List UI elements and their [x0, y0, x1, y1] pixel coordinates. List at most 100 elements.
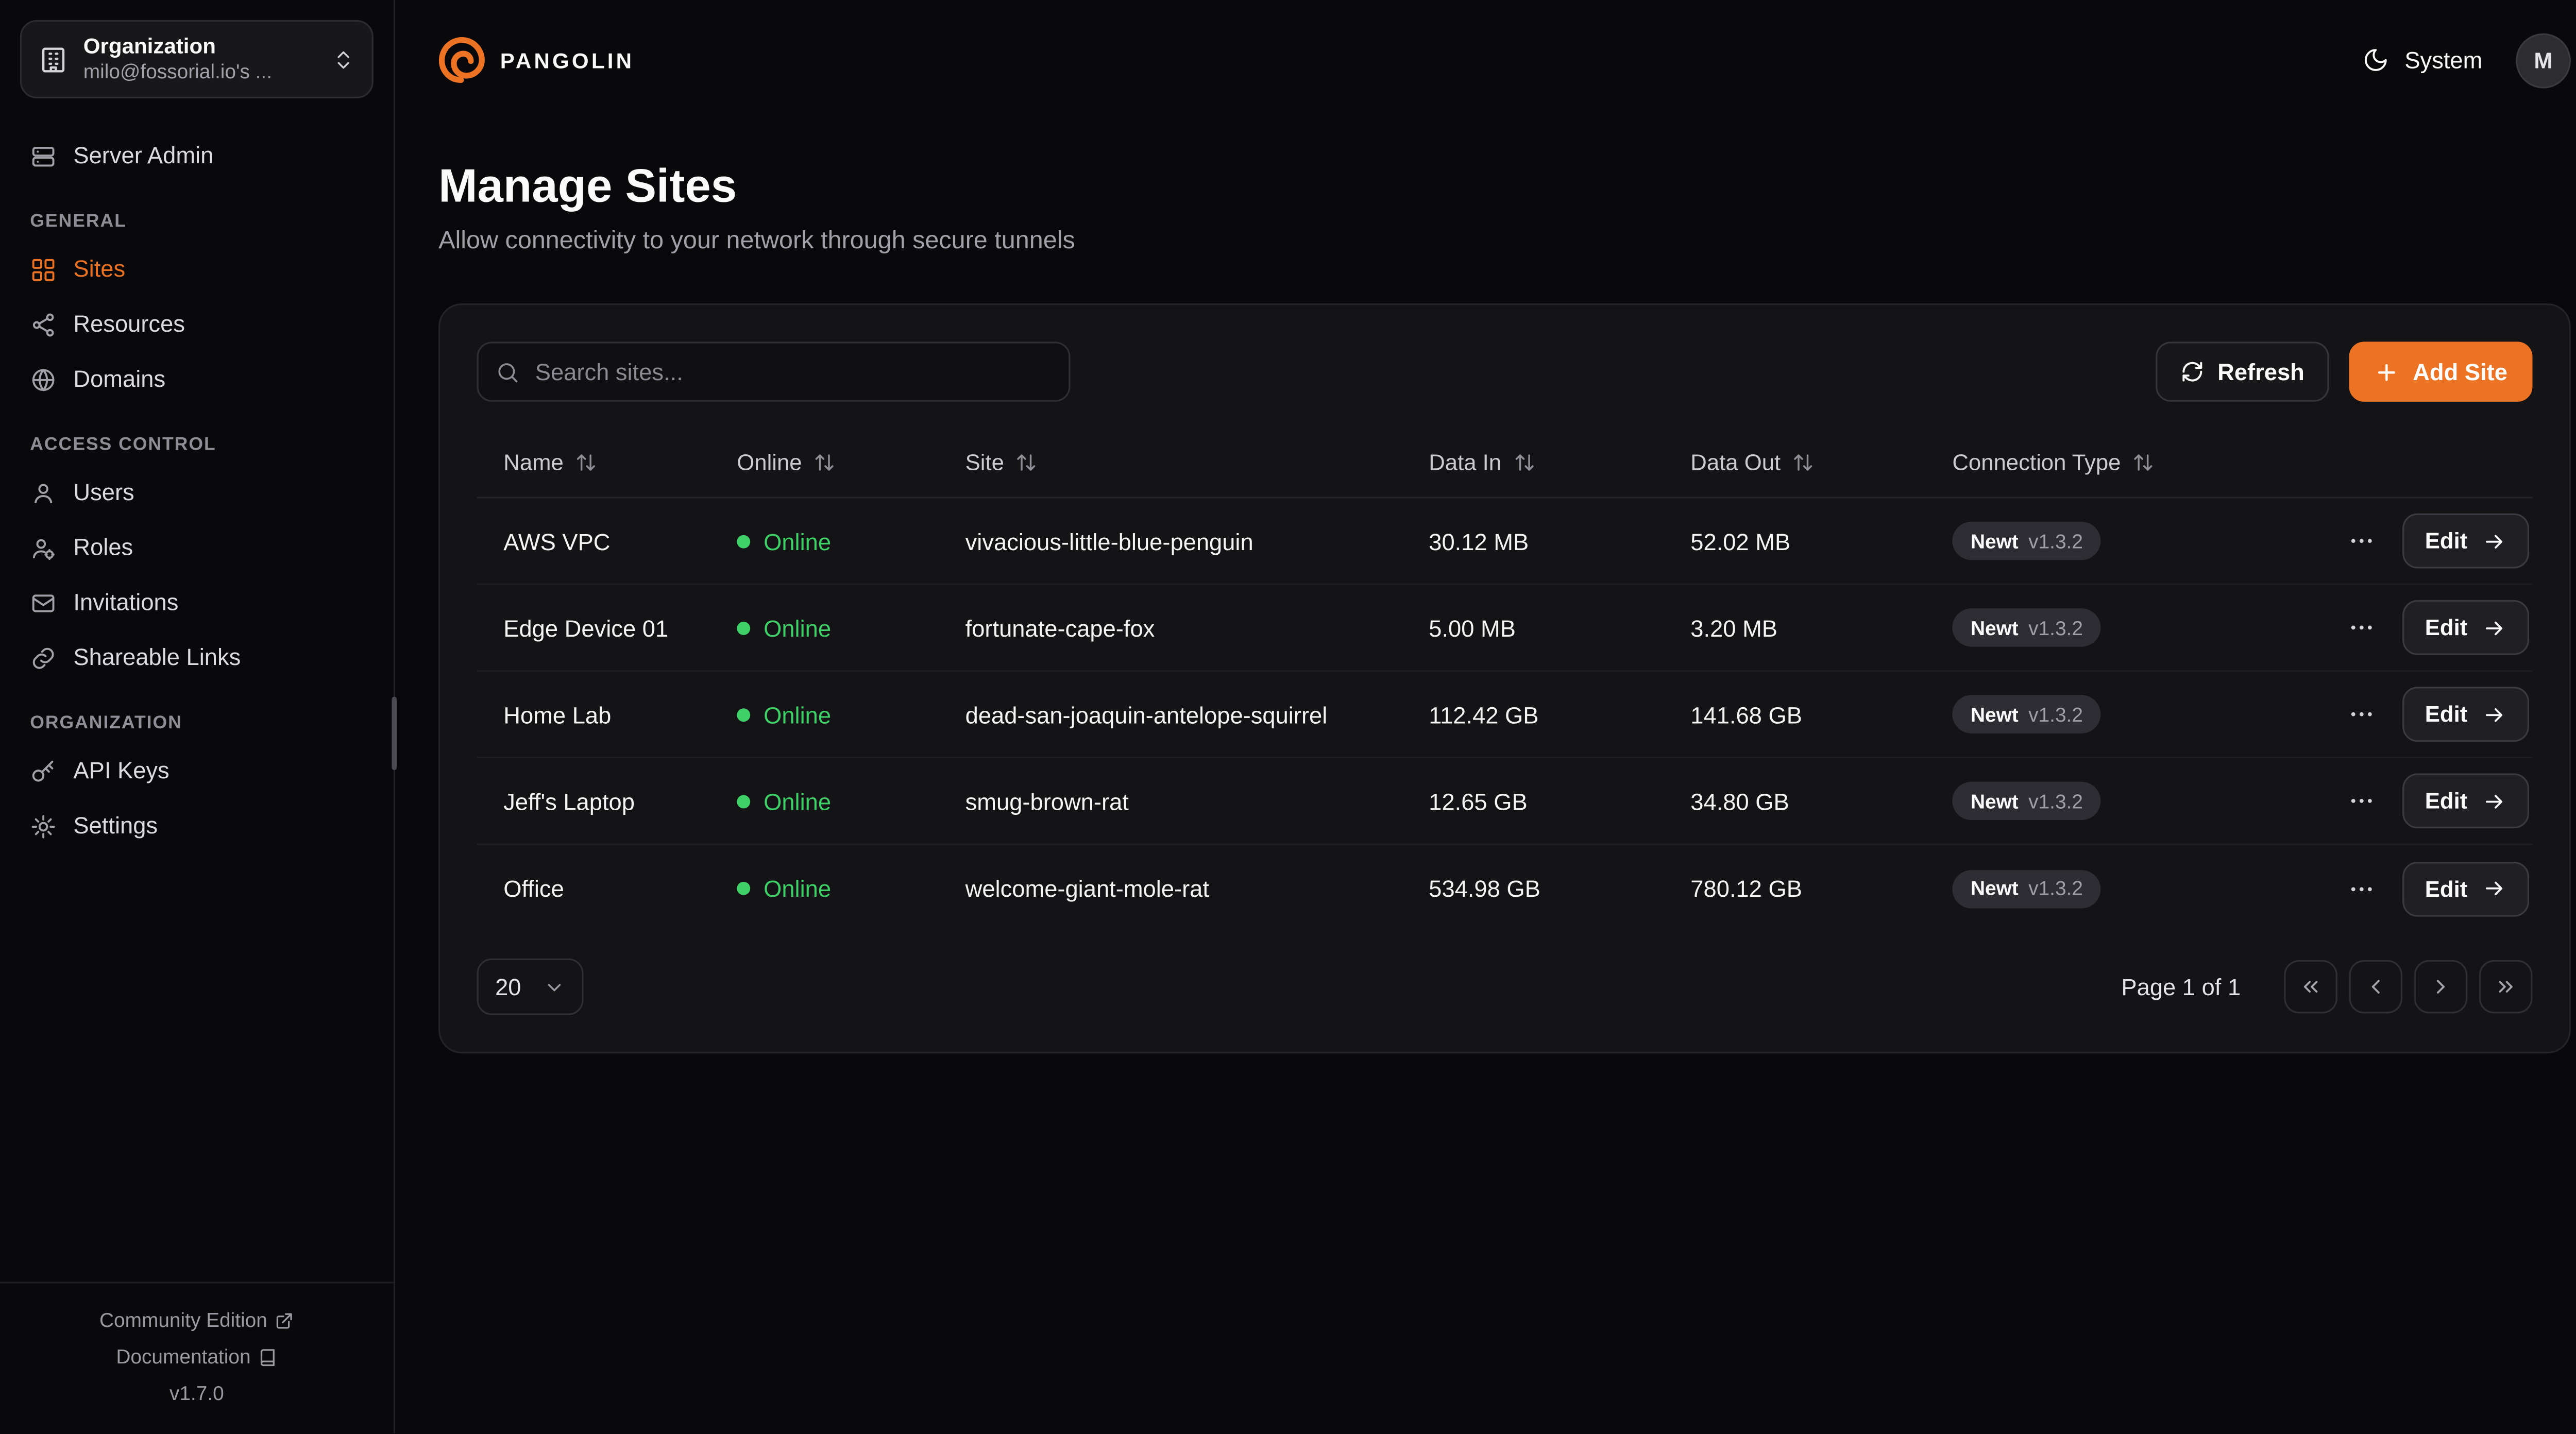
sidebar-resize-handle[interactable]	[391, 696, 397, 771]
online-status-label: Online	[764, 527, 832, 554]
site-id-cell: vivacious-little-blue-penguin	[965, 527, 1253, 554]
sidebar-item-resources[interactable]: Resources	[20, 297, 374, 352]
sidebar-item-label: Resources	[73, 310, 185, 337]
chevron-right-icon	[2436, 980, 2445, 994]
column-header-connection-type[interactable]: Connection Type	[1926, 450, 2309, 475]
sidebar-item-users[interactable]: Users	[20, 465, 374, 520]
sort-icon	[1794, 454, 1812, 471]
arrow-right-icon	[2486, 881, 2503, 896]
connection-type-badge: Newt v1.3.2	[1952, 869, 2102, 908]
online-status-label: Online	[764, 701, 832, 728]
chevrons-right-icon	[2499, 981, 2513, 993]
connection-type-badge: Newt v1.3.2	[1952, 608, 2102, 647]
plus-icon	[2378, 363, 2396, 381]
site-status-cell: Online	[710, 875, 939, 902]
edit-site-button[interactable]: Edit	[2401, 773, 2530, 829]
table-header: Name Online Site Data In	[477, 429, 2533, 499]
site-id-cell: smug-brown-rat	[965, 788, 1129, 814]
refresh-button[interactable]: Refresh	[2156, 342, 2330, 402]
avatar[interactable]: M	[2516, 32, 2571, 88]
server-icon	[32, 146, 55, 166]
link-icon	[32, 647, 54, 669]
gear-icon	[31, 814, 55, 838]
brand: PANGOLIN	[438, 37, 634, 83]
column-header-data-in[interactable]: Data In	[1402, 450, 1664, 475]
sites-toolbar: Refresh Add Site	[477, 342, 2533, 402]
sidebar-item-label: Invitations	[73, 588, 179, 616]
ellipsis-icon	[2350, 799, 2371, 803]
sidebar-item-label: Users	[73, 478, 134, 505]
connection-type-cell: Newt v1.3.2	[1926, 869, 2309, 908]
edit-site-button[interactable]: Edit	[2401, 687, 2530, 742]
theme-toggle[interactable]: System	[2363, 47, 2482, 73]
column-header-data-out[interactable]: Data Out	[1664, 450, 1926, 475]
connection-type-badge: Newt v1.3.2	[1952, 695, 2102, 733]
page-size-select[interactable]: 20	[477, 958, 584, 1015]
page-info: Page 1 of 1	[2121, 973, 2241, 1000]
page-subtitle: Allow connectivity to your network throu…	[438, 227, 1075, 255]
connection-type-cell: Newt v1.3.2	[1926, 781, 2309, 821]
refresh-label: Refresh	[2217, 358, 2304, 385]
sites-icon	[32, 258, 55, 280]
sidebar-item-domains[interactable]: Domains	[20, 352, 374, 407]
column-header-name[interactable]: Name	[477, 450, 710, 475]
ellipsis-icon	[2350, 539, 2371, 543]
ellipsis-icon	[2350, 886, 2371, 891]
key-icon	[32, 760, 54, 781]
mail-icon	[32, 593, 55, 611]
row-menu-button[interactable]	[2340, 867, 2382, 909]
page-head: Manage Sites Allow connectivity to your …	[395, 120, 2576, 257]
sidebar-item-label: Settings	[73, 811, 158, 839]
community-edition-link[interactable]: Community Edition	[99, 1302, 294, 1338]
page-title: Manage Sites	[438, 160, 737, 212]
sidebar-item-invitations[interactable]: Invitations	[20, 575, 374, 630]
site-name-cell: AWS VPC	[503, 527, 611, 554]
table-row: Office Online welcome-giant-mole-rat 534…	[477, 845, 2532, 932]
moon-icon	[2365, 49, 2387, 71]
documentation-link[interactable]: Documentation	[116, 1339, 277, 1375]
online-status-dot	[737, 707, 751, 721]
row-menu-button[interactable]	[2340, 693, 2382, 735]
row-menu-button[interactable]	[2340, 607, 2382, 648]
connection-type-cell: Newt v1.3.2	[1926, 608, 2309, 647]
sidebar-item-sites[interactable]: Sites	[20, 242, 374, 297]
data-out-cell: 780.12 GB	[1690, 875, 1802, 902]
sidebar-item-settings[interactable]: Settings	[20, 798, 374, 853]
sidebar-item-shareable-links[interactable]: Shareable Links	[20, 630, 374, 685]
row-menu-button[interactable]	[2340, 520, 2382, 562]
add-site-button[interactable]: Add Site	[2349, 342, 2533, 402]
sidebar-item-label: Domains	[73, 365, 166, 392]
next-page-button[interactable]	[2414, 960, 2468, 1014]
edit-site-button[interactable]: Edit	[2401, 513, 2530, 569]
data-out-cell: 3.20 MB	[1690, 614, 1778, 641]
last-page-button[interactable]	[2479, 960, 2533, 1014]
sidebar-item-label: API Keys	[73, 757, 170, 783]
site-name-cell: Home Lab	[503, 701, 612, 728]
topbar-right: System M	[2363, 32, 2571, 88]
sidebar-item-roles[interactable]: Roles	[20, 520, 374, 575]
column-header-site[interactable]: Site	[939, 450, 1402, 475]
sidebar-item-api-keys[interactable]: API Keys	[20, 743, 374, 798]
row-actions-cell: Edit	[2309, 600, 2533, 655]
row-menu-button[interactable]	[2340, 780, 2382, 822]
org-selector[interactable]: Organization milo@fossorial.io's ...	[20, 20, 374, 98]
sidebar-item-server-admin[interactable]: Server Admin	[20, 128, 374, 183]
data-in-cell: 12.65 GB	[1429, 788, 1528, 814]
first-page-button[interactable]	[2284, 960, 2337, 1014]
column-header-online[interactable]: Online	[710, 450, 939, 475]
site-status-cell: Online	[710, 527, 939, 554]
connection-type-badge: Newt v1.3.2	[1952, 781, 2102, 821]
section-label-organization: ORGANIZATION	[30, 713, 182, 733]
pagination: Page 1 of 1	[2121, 960, 2533, 1014]
site-status-cell: Online	[710, 701, 939, 728]
online-status-dot	[737, 794, 751, 808]
chevron-down-icon	[548, 983, 561, 991]
search-input[interactable]	[477, 342, 1071, 402]
site-name-cell: Office	[503, 875, 564, 902]
edit-site-button[interactable]: Edit	[2401, 861, 2530, 916]
sidebar-item-label: Shareable Links	[73, 643, 241, 670]
edit-site-button[interactable]: Edit	[2401, 600, 2530, 655]
search-wrap	[477, 342, 1071, 402]
previous-page-button[interactable]	[2349, 960, 2403, 1014]
